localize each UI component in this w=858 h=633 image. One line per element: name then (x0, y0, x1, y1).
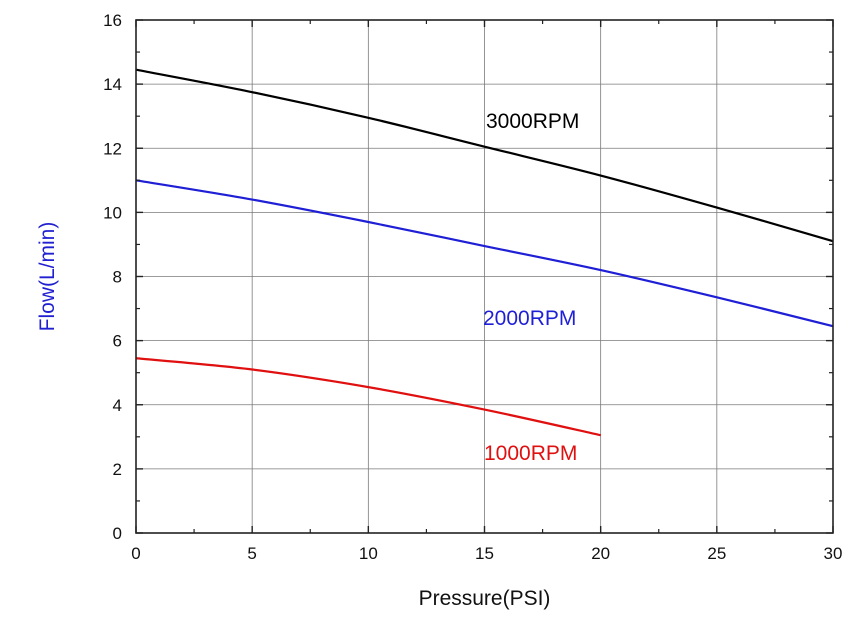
y-tick-label: 12 (103, 139, 122, 158)
y-tick-label: 2 (113, 460, 122, 479)
series-line-1000rpm (135, 357, 601, 437)
x-tick-label: 25 (707, 544, 726, 563)
x-tick-label: 10 (359, 544, 378, 563)
y-tick-label: 10 (103, 203, 122, 222)
series-labels: 3000RPM 2000RPM 1000RPM (483, 110, 579, 465)
y-tick-label: 16 (103, 11, 122, 30)
x-tick-label: 0 (131, 544, 140, 563)
y-tick-label: 8 (113, 268, 122, 287)
series-label-1000rpm: 1000RPM (484, 442, 577, 465)
y-tick-label: 14 (103, 75, 122, 94)
x-tick-label: 15 (475, 544, 494, 563)
x-tick-label: 20 (591, 544, 610, 563)
series-group (135, 68, 834, 437)
y-axis-title: Flow(L/min) (36, 222, 59, 332)
y-tick-label: 6 (113, 332, 122, 351)
axis-ticks: 0 5 10 15 20 25 30 0 2 4 6 8 10 12 14 16 (103, 11, 842, 563)
x-tick-label: 30 (824, 544, 843, 563)
x-tick-label: 5 (247, 544, 256, 563)
grid (136, 20, 833, 533)
y-tick-label: 4 (113, 396, 122, 415)
series-line-2000rpm (135, 179, 834, 328)
series-line-3000rpm (135, 68, 834, 243)
series-label-2000rpm: 2000RPM (483, 307, 576, 330)
series-label-3000rpm: 3000RPM (486, 110, 579, 133)
y-tick-label: 0 (113, 524, 122, 543)
x-axis-title: Pressure(PSI) (419, 587, 551, 610)
